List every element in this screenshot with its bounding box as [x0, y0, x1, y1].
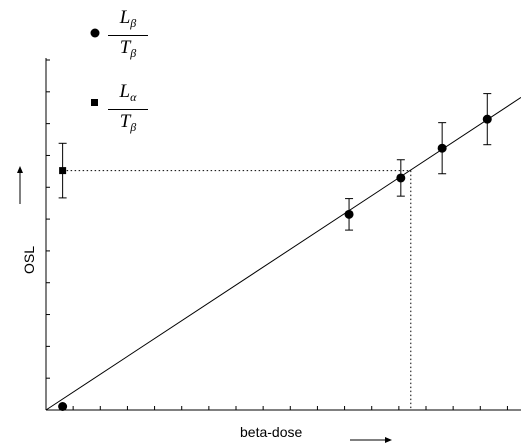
data-point-circle: [344, 209, 354, 219]
data-point-circle: [482, 114, 492, 124]
legend-marker-square: [91, 99, 98, 106]
x-axis-arrow-icon: [350, 437, 392, 443]
fit-line: [45, 97, 521, 411]
y-axis-arrow-icon: [17, 166, 23, 204]
y-axis-label: OSL: [21, 245, 37, 275]
x-axis-label: beta-dose: [240, 424, 303, 440]
legend-label-l-beta-over-t-beta: Lβ Tβ: [108, 8, 148, 64]
data-point-circle: [437, 143, 447, 153]
data-point-square: [59, 167, 67, 175]
legend-label-l-alpha-over-t-beta: Lα Tβ: [108, 82, 148, 138]
data-point-circle: [58, 402, 68, 411]
legend-marker-circle: [90, 28, 100, 38]
data-point-circle: [396, 173, 406, 183]
